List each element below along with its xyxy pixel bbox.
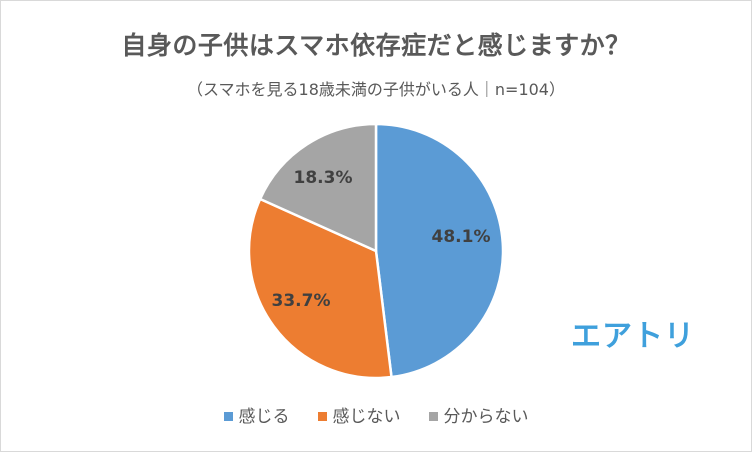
legend-label: 分からない [443, 407, 529, 427]
chart-title: 自身の子供はスマホ依存症だと感じますか？ [121, 31, 631, 60]
legend-label: 感じない [332, 407, 401, 427]
legend-item-kanjiru: 感じる [223, 402, 290, 427]
slice-kanjiru [374, 122, 505, 379]
chart-legend: 感じる 感じない 分からない [0, 402, 752, 427]
slice-label-kanjinai: 33.7% [271, 291, 331, 311]
chart-subtitle: （スマホを見る18歳未満の子供がいる人｜n=104） [187, 80, 565, 99]
pie-slices [247, 122, 505, 380]
legend-item-kanjinai: 感じない [317, 402, 401, 427]
slice-wakaranai [258, 122, 378, 253]
slice-label-wakaranai: 18.3% [293, 168, 353, 188]
slice-label-kanjiru: 48.1% [431, 227, 491, 247]
legend-swatch-gray-icon [428, 412, 438, 421]
legend-swatch-blue-icon [223, 412, 233, 421]
slice-kanjinai [247, 197, 393, 380]
legend-label: 感じる [238, 407, 290, 427]
legend-item-wakaranai: 分からない [428, 402, 529, 427]
legend-swatch-orange-icon [317, 412, 327, 421]
airtrip-logo: エアトリ [571, 319, 695, 354]
